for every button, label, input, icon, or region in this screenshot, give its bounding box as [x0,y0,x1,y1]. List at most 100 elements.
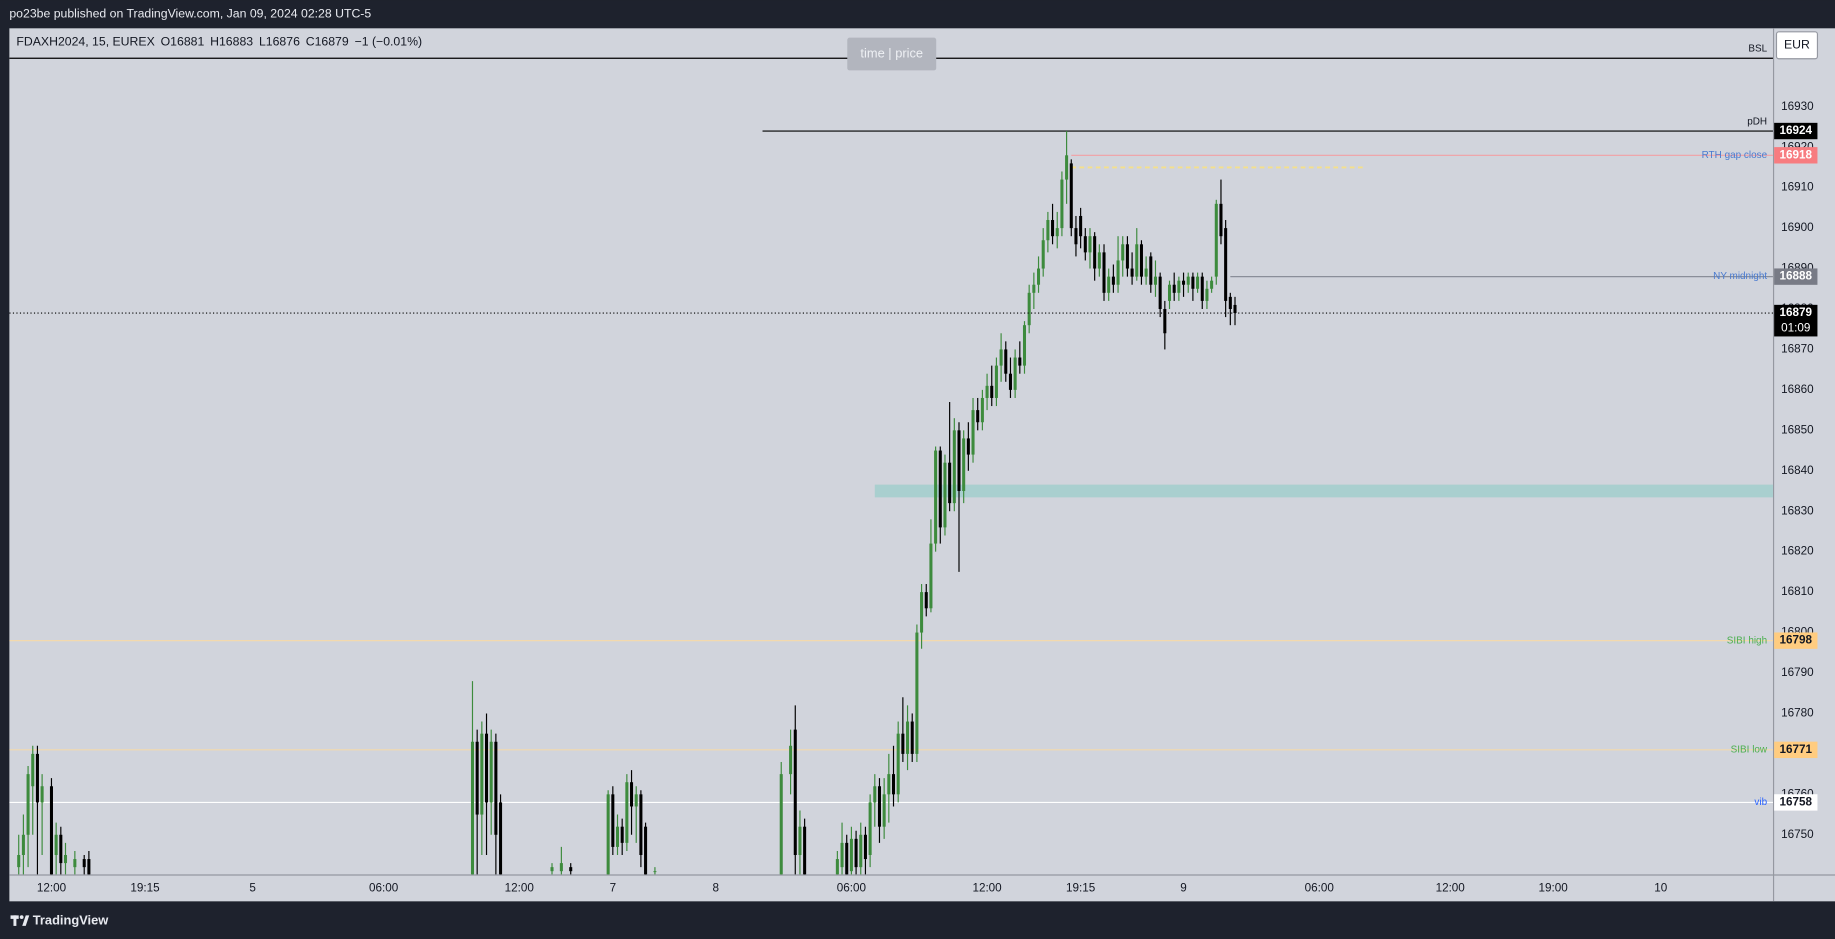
candle-body [1041,240,1045,269]
price-tag-label: 16888 [1780,270,1813,283]
candle-body [54,834,58,856]
candle-body [630,782,634,807]
candle-body [1037,268,1041,285]
candle-body [798,826,802,856]
candle-body [1200,276,1204,301]
candle-body [924,592,928,609]
candle-body [1177,280,1181,293]
y-tick-label: 16910 [1781,181,1814,194]
candle-body [480,733,484,815]
candle-body [644,826,648,875]
price-tag-label: 16758 [1780,796,1813,809]
x-tick-label: 19:15 [130,882,160,895]
candle-body [1111,276,1115,285]
y-tick-label: 16810 [1781,585,1814,598]
legend-key: C [306,35,315,49]
candle-body [1205,288,1209,301]
candle-body [1228,296,1232,309]
candle-body [793,729,797,856]
candle-body [639,794,643,856]
overlay: 1675016760167701678016790168001681016820… [37,43,1818,895]
candle-body [1013,357,1017,390]
price-tag [1774,122,1818,140]
price-tag [1774,741,1818,759]
level-label: pDH [1747,116,1767,127]
candle-body [929,543,933,609]
currency-button[interactable] [1775,31,1819,60]
candle-body [1079,215,1083,237]
candle-body [1097,252,1101,269]
y-tick-label: 16930 [1781,100,1814,113]
legend-key: L [259,35,266,49]
candle-body [789,745,793,775]
x-tick-label: 7 [610,882,617,895]
legend-value: 16883 [219,35,253,49]
candle-body [873,786,877,803]
candle-body [1093,236,1097,269]
level-label: BSL [1748,43,1767,54]
plot-area [9,57,1773,875]
candle-body [920,592,924,633]
candle-body [1139,244,1143,277]
candle-body [943,462,947,528]
candle-body [877,786,881,827]
candle-body [475,741,479,815]
candle-body [1018,357,1022,366]
candle-body [26,774,30,835]
candle-body [1027,292,1031,326]
brand-logo [10,915,30,926]
currency[interactable]: EUR [1784,38,1810,52]
candle-body [1032,284,1036,293]
candle-body [634,794,638,807]
candle-body [1102,252,1106,293]
candle-body [1224,228,1228,301]
candle-body [1088,236,1092,253]
candle-body [957,430,961,491]
x-tick-label: 5 [249,882,256,895]
candle-body [1004,349,1008,374]
candle-body [550,867,554,872]
legend-value: 16881 [170,35,204,49]
level-label: SIBI low [1731,744,1768,755]
last-price-tag [1774,304,1818,337]
price-tag-label: 16924 [1780,124,1813,137]
candle-body [887,774,891,795]
price-tag-label: 16798 [1780,634,1813,647]
candle-body [1233,304,1237,314]
candle-body [1008,373,1012,390]
price-tag [1774,268,1818,285]
candle-body [966,438,970,455]
y-tick-label: 16830 [1781,504,1814,517]
price-tag [1774,147,1818,164]
x-tick-label: 06:00 [837,882,867,895]
price-tag [1774,794,1818,811]
candle-body [569,867,573,872]
candle-body [1191,276,1195,289]
candle-body [1022,325,1027,366]
candle-body [1051,220,1055,237]
watermark[interactable]: time | price [860,45,923,60]
x-tick-label: 06:00 [1305,882,1335,895]
candle-body [980,397,984,423]
legend-values: O16881 H16883 L16876 C16879 [161,35,349,49]
candle-body [1167,284,1172,301]
candle-body [990,385,994,398]
y-tick-label: 16780 [1781,707,1814,720]
candle-body [59,834,63,864]
candle-body [559,863,563,872]
x-tick-label: 19:00 [1538,882,1568,895]
candle-body [21,834,25,856]
last-price-label: 16879 [1780,306,1813,319]
candle-body [845,842,849,875]
candle-body [499,802,503,875]
candle-body [854,838,858,868]
candle-body [1125,244,1129,269]
watermark-box[interactable] [847,37,937,71]
candle-body [962,438,966,491]
candle-body [896,733,900,795]
candle-body [835,859,839,875]
candle-body [849,838,853,872]
